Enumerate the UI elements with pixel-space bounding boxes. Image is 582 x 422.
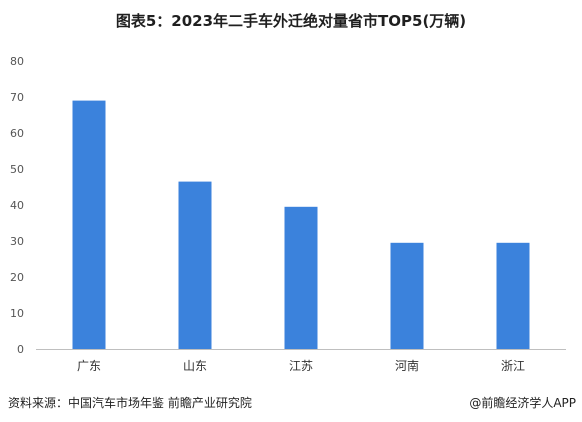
x-tick-label: 河南 — [395, 358, 419, 373]
bar — [390, 242, 424, 349]
y-tick-label: 10 — [10, 307, 24, 320]
y-tick-label: 80 — [10, 55, 24, 68]
bar — [72, 100, 106, 349]
y-tick-label: 60 — [10, 127, 24, 140]
x-axis-labels: 广东 山东 江苏 河南 浙江 — [77, 358, 525, 373]
y-tick-label: 0 — [17, 343, 24, 356]
y-tick-label: 50 — [10, 163, 24, 176]
source-note: 资料来源：中国汽车市场年鉴 前瞻产业研究院 — [8, 396, 252, 410]
chart-title: 图表5：2023年二手车外迁绝对量省市TOP5(万辆) — [115, 12, 467, 30]
x-tick-label: 山东 — [183, 359, 207, 373]
y-tick-label: 20 — [10, 271, 24, 284]
bar — [284, 206, 318, 349]
bar — [178, 181, 212, 349]
y-tick-label: 40 — [10, 199, 24, 212]
x-tick-label: 浙江 — [501, 359, 525, 373]
x-tick-label: 广东 — [77, 359, 101, 373]
bar — [496, 242, 530, 349]
brand-credit: @前瞻经济学人APP — [469, 396, 576, 410]
x-tick-label: 江苏 — [289, 359, 313, 373]
y-tick-label: 30 — [10, 235, 24, 248]
bars — [72, 100, 530, 349]
y-axis-ticks: 0 10 20 30 40 50 60 70 80 — [10, 55, 24, 356]
y-tick-label: 70 — [10, 91, 24, 104]
